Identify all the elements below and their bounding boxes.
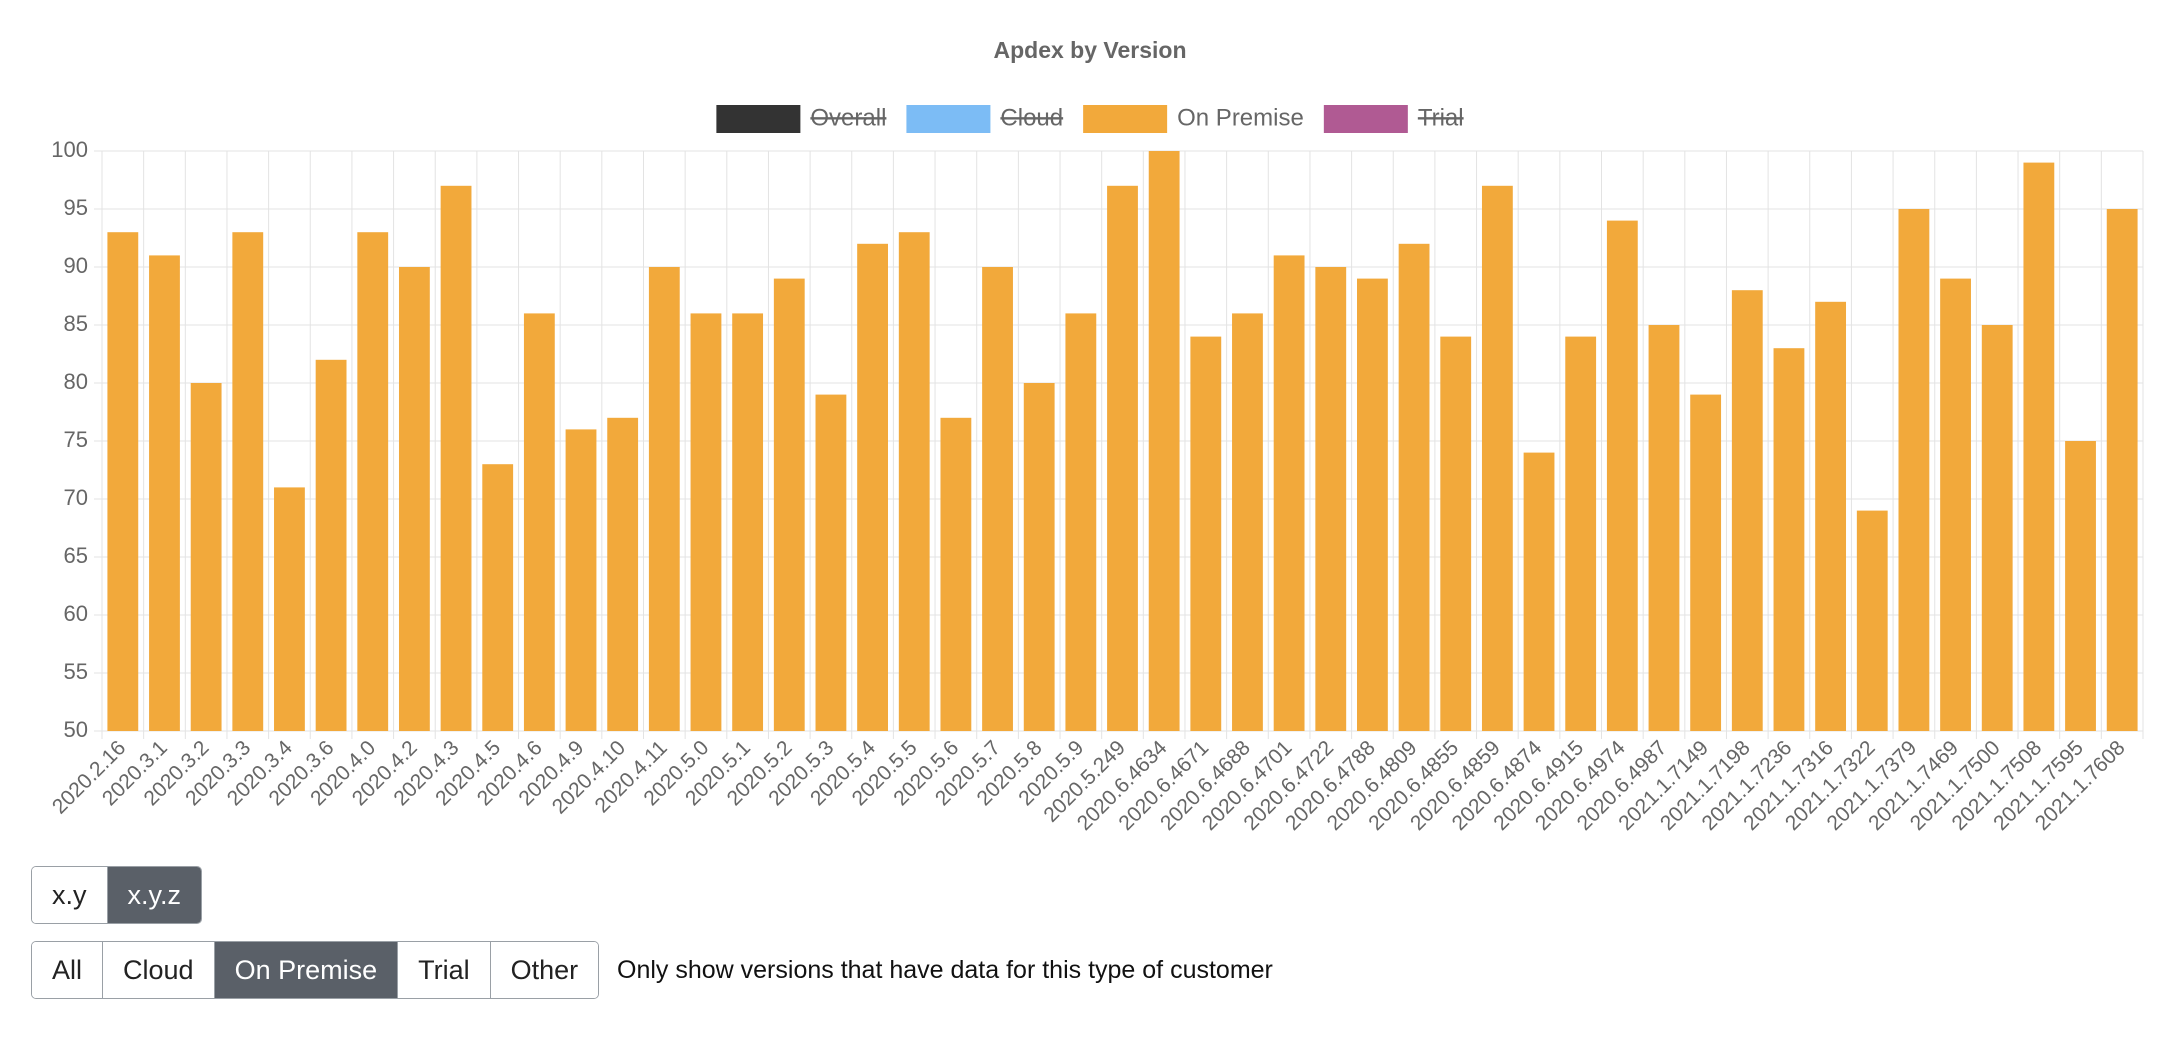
bar	[315, 359, 347, 731]
bar	[1731, 290, 1763, 731]
legend-label[interactable]: Trial	[1418, 104, 1464, 131]
legend-swatch[interactable]	[1083, 105, 1168, 133]
bar	[1856, 510, 1888, 731]
bar	[1565, 336, 1597, 731]
bar	[357, 232, 389, 731]
bar	[732, 313, 764, 731]
bar	[648, 267, 680, 731]
y-tick-label: 65	[64, 543, 88, 568]
bar	[523, 313, 555, 731]
bar	[982, 267, 1013, 731]
bar	[1232, 313, 1263, 731]
legend-label[interactable]: Overall	[810, 104, 886, 131]
chart-title: Apdex by Version	[993, 37, 1186, 63]
legend-label[interactable]: Cloud	[1000, 104, 1063, 131]
y-tick-label: 70	[64, 485, 88, 510]
legend-swatch[interactable]	[716, 105, 801, 133]
legend-label[interactable]: On Premise	[1177, 104, 1304, 131]
bar	[1065, 313, 1097, 731]
bar	[149, 255, 180, 731]
bar	[274, 487, 305, 731]
y-tick-label: 100	[51, 137, 88, 162]
bar	[107, 232, 139, 731]
bar	[1815, 301, 1847, 731]
bar	[565, 429, 597, 731]
bar	[773, 278, 805, 731]
customer-type-toggle: All Cloud On Premise Trial Other	[31, 941, 600, 999]
bar	[1107, 185, 1138, 732]
version-format-toggle: x.y x.y.z	[31, 866, 203, 924]
bar	[1898, 209, 1930, 731]
bar	[898, 232, 930, 731]
bar	[1023, 383, 1055, 731]
bar	[815, 394, 847, 731]
bar	[398, 267, 430, 731]
y-tick-label: 90	[64, 253, 88, 278]
y-tick-label: 50	[64, 717, 88, 742]
bar	[1773, 348, 1805, 731]
y-tick-label: 80	[64, 369, 88, 394]
bar	[1273, 255, 1305, 731]
y-tick-label: 85	[64, 311, 88, 336]
bar	[857, 243, 888, 732]
toggle-button[interactable]: Other	[490, 942, 599, 998]
bar	[1440, 336, 1472, 731]
toggle-button[interactable]: All	[32, 942, 104, 998]
legend-swatch[interactable]	[906, 105, 991, 133]
chart: Apdex by Version 50 55 60 65 70 75 80 85 90 95 100…	[48, 37, 2144, 835]
bar	[1481, 185, 1513, 732]
y-tick-label: 75	[64, 427, 88, 452]
bar	[1690, 394, 1722, 731]
bar	[1148, 151, 1180, 731]
toggle-button[interactable]: On Premise	[214, 942, 399, 998]
bar	[940, 417, 972, 731]
bar	[1398, 243, 1430, 732]
bar	[482, 464, 514, 731]
y-tick-label: 95	[64, 195, 88, 220]
bar	[1648, 325, 1680, 731]
bar	[1315, 267, 1347, 731]
bar	[1190, 336, 1222, 731]
y-tick-label: 55	[64, 659, 88, 684]
bar	[2023, 162, 2055, 732]
bar	[1981, 325, 2013, 731]
bar	[190, 383, 222, 731]
bar	[2065, 441, 2096, 731]
bar	[1606, 220, 1638, 731]
bar	[2106, 209, 2138, 731]
bar	[690, 313, 722, 731]
toggle-button[interactable]: Cloud	[103, 942, 215, 998]
legend-swatch[interactable]	[1323, 105, 1408, 133]
bar	[1940, 278, 1971, 731]
toggle-button[interactable]: x.y	[32, 867, 108, 923]
toggle-button[interactable]: x.y.z	[107, 867, 202, 923]
bar	[232, 232, 264, 731]
filter-note: Only show versions that have data for th…	[617, 956, 1273, 984]
bar	[1357, 278, 1388, 731]
bar	[607, 417, 639, 731]
toggle-button[interactable]: Trial	[398, 942, 491, 998]
bar	[1523, 452, 1555, 731]
y-tick-label: 60	[64, 601, 88, 626]
bar	[440, 185, 472, 732]
